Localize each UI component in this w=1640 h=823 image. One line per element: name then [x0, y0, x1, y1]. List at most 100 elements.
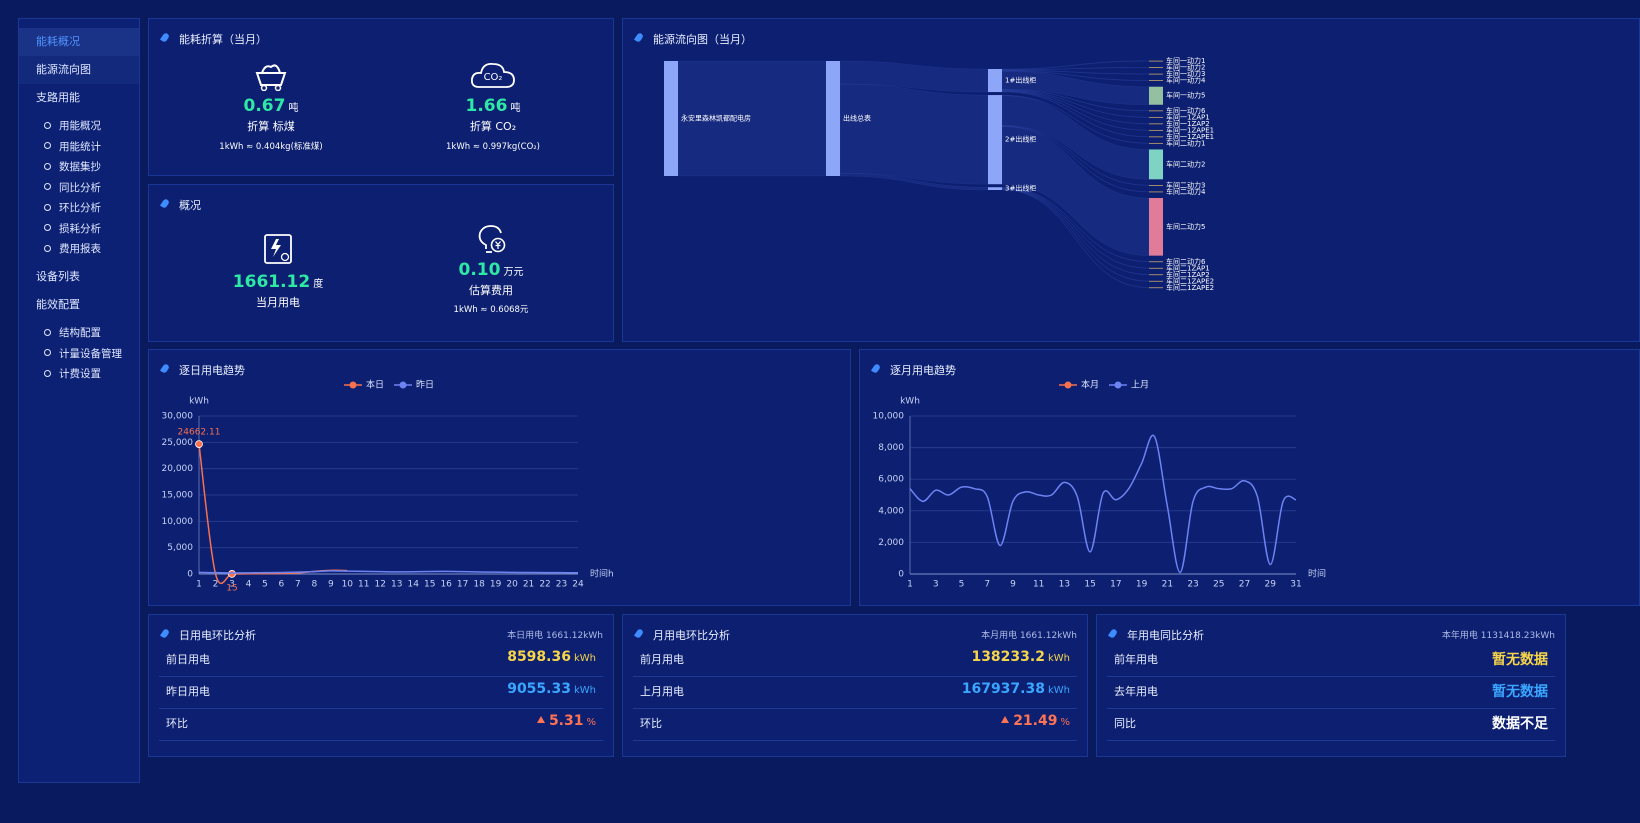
series-line	[198, 570, 579, 574]
nav-item[interactable]: 支路用能	[36, 91, 80, 104]
title-icon	[633, 628, 645, 639]
sankey-node-label: 2#出线柜	[1005, 135, 1036, 144]
title-icon	[1107, 628, 1119, 639]
sankey-link	[1001, 126, 1150, 256]
x-tick-label: 13	[391, 580, 402, 590]
y-tick-label: 30,000	[162, 412, 194, 422]
nav-item[interactable]: 能耗概况	[19, 28, 139, 56]
icon-shape	[261, 64, 281, 74]
nav-dot	[44, 183, 51, 190]
series-line	[198, 444, 348, 585]
nav-group: 结构配置计量设备管理计费设置	[19, 319, 139, 388]
kpi-unit: 吨	[510, 103, 521, 114]
nav-sub-item[interactable]: 同比分析	[19, 178, 139, 199]
x-tick-label: 7	[984, 580, 990, 590]
y-tick-label: 8,000	[878, 443, 904, 453]
value-text: 数据不足	[1492, 716, 1548, 732]
x-tick-label: 5	[262, 580, 268, 590]
nav-sub-label: 计量设备管理	[59, 347, 122, 360]
nav-item[interactable]: 设备列表	[36, 270, 80, 283]
card-title: 概况	[179, 199, 201, 212]
icon-shape	[271, 239, 281, 257]
x-tick-label: 17	[457, 580, 468, 590]
x-tick-label: 9	[328, 580, 334, 590]
sankey-node	[1149, 191, 1163, 193]
nav-sub-item[interactable]: 计费设置	[19, 364, 139, 385]
card-title: 逐日用电趋势	[179, 364, 245, 377]
y-tick-label: 4,000	[878, 506, 904, 516]
value-unit: %	[1060, 717, 1070, 728]
nav-group: 用能概况 用能统计数据集抄同比分析环比分析损耗分析 费用报表	[19, 112, 139, 263]
sankey-node	[988, 187, 1002, 190]
nav-sub-label: 数据集抄	[59, 161, 101, 173]
nav-sub-label: 结构配置	[59, 327, 101, 339]
legend-label: 上月	[1131, 380, 1149, 391]
sankey-node	[1149, 287, 1163, 289]
nav-sub-item[interactable]: 损耗分析	[19, 219, 139, 240]
x-tick-label: 19	[490, 580, 502, 590]
value-text: 暂无数据	[1492, 684, 1548, 700]
nav-sub-item[interactable]: 数据集抄	[19, 157, 139, 178]
icon-text: CO₂	[484, 72, 503, 83]
legend-label: 本日	[366, 379, 384, 391]
y-tick-label: 25,000	[162, 438, 194, 448]
legend-marker	[1064, 381, 1072, 389]
sankey-node	[826, 61, 840, 176]
card-summary: 本日用电 1661.12kWh	[507, 631, 603, 641]
row-value: 21.49%	[1001, 713, 1070, 729]
nav-sub-item[interactable]: 费用报表	[19, 239, 139, 260]
sankey-node-label: 车间一1ZAP2	[1166, 119, 1210, 128]
icon-shape	[264, 234, 292, 264]
x-tick-label: 15	[424, 580, 435, 590]
sankey-node	[1149, 73, 1163, 75]
kpi-value: 1661.12	[232, 272, 311, 292]
legend-marker	[399, 381, 407, 389]
sankey-node	[1149, 149, 1163, 180]
y-tick-label: 10,000	[162, 517, 194, 527]
kpi-note: 1kWh ≈ 0.6068元	[453, 305, 529, 315]
title-icon	[159, 198, 171, 209]
nav-sub-item[interactable]: 环比分析	[19, 198, 139, 219]
sankey-card: 能源流向图（当月） 永安里森林凯都配电房 出线总表 1#出线柜 2#出线柜 3#出线柜车…	[622, 18, 1640, 342]
x-tick-label: 2	[213, 580, 219, 590]
nav-dot	[44, 328, 51, 336]
nav-item[interactable]: 能源流向图	[19, 56, 139, 84]
icon-shape	[255, 72, 287, 86]
card-title: 月用电环比分析	[653, 629, 730, 642]
x-tick-label: 12	[375, 580, 386, 590]
kpi-label: 折算 标煤	[247, 120, 295, 133]
comparison-row: 环比 21.49%	[633, 708, 1077, 741]
sankey-node	[1149, 274, 1163, 276]
sankey-node-label: 车间一动力1	[1166, 56, 1205, 65]
icon-shape	[470, 63, 515, 88]
nav-dot	[44, 142, 51, 149]
value-unit: kWh	[1047, 685, 1070, 696]
sankey-node-label: 车间二1ZAPE2	[1166, 283, 1214, 292]
value-text: 21.49	[1013, 713, 1058, 729]
kpi: 0.67 吨 折算 标煤 1kWh ≈ 0.404kg(标准煤)	[171, 59, 371, 155]
coal-icon	[255, 64, 287, 91]
value-text: 138233.2	[971, 649, 1045, 665]
sankey-node-label: 车间一动力6	[1166, 106, 1206, 115]
value-unit: kWh	[1047, 653, 1070, 664]
card-summary: 本年用电 1131418.23kWh	[1441, 631, 1555, 641]
nav-sub-item[interactable]: 结构配置	[19, 323, 139, 344]
x-tick-label: 6	[279, 580, 285, 590]
icon-shape	[478, 225, 502, 249]
sankey-link	[839, 83, 989, 185]
up-arrow	[536, 715, 545, 723]
legend-label: 昨日	[416, 379, 434, 391]
nav-sub-label: 环比分析	[59, 202, 101, 214]
nav-sub-item[interactable]: 计量设备管理	[19, 344, 139, 365]
x-tick-label: 13	[1059, 580, 1070, 590]
nav-item[interactable]: 能效配置	[36, 298, 80, 311]
x-tick-label: 11	[358, 580, 369, 590]
sankey-node	[1149, 116, 1163, 118]
nav-sub-item[interactable]: 用能统计	[19, 137, 139, 158]
nav-sub-item[interactable]: 用能概况	[19, 116, 139, 137]
sankey-node	[1149, 110, 1163, 112]
kpi: 1661.12 度 当月用电	[178, 233, 378, 311]
icon-shape	[260, 84, 268, 91]
sankey-node-label: 永安里森林凯都配电房	[681, 114, 751, 123]
